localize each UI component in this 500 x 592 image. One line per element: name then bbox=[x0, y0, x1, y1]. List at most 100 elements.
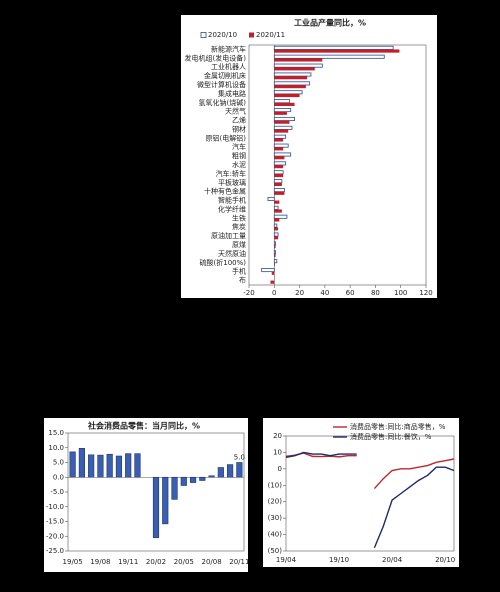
bar bbox=[274, 236, 279, 240]
category-label: 天然气 bbox=[225, 107, 246, 116]
category-label: 布 bbox=[239, 276, 246, 285]
bar bbox=[274, 209, 282, 213]
bar bbox=[274, 49, 400, 53]
y-tick-label: -10.0 bbox=[46, 503, 64, 511]
bar bbox=[273, 81, 311, 86]
bar bbox=[115, 455, 123, 478]
bar bbox=[274, 191, 285, 195]
bar bbox=[274, 76, 308, 80]
bar bbox=[274, 200, 280, 204]
category-label: 集成电路 bbox=[218, 89, 246, 98]
bar bbox=[97, 454, 104, 478]
bar bbox=[273, 188, 285, 193]
bar bbox=[236, 462, 243, 478]
x-tick-label: 19/04 bbox=[276, 556, 297, 564]
bar bbox=[273, 90, 303, 95]
chart: 工业品产量同比，% -20 0 20 40 60 80 100 120 新能源汽车发电机组(发电设… bbox=[181, 15, 437, 298]
y-tick-label: 10 bbox=[273, 448, 282, 456]
bar bbox=[273, 125, 293, 130]
chart: 20 10 0 (10) (20) (30) (40) (50)19/04 19/10 20/04… bbox=[263, 418, 459, 567]
line bbox=[285, 452, 455, 490]
x-tick-label: 20/11 bbox=[229, 558, 248, 566]
bar bbox=[274, 173, 284, 178]
bar bbox=[273, 134, 287, 139]
x-tick-label: 20/10 bbox=[435, 556, 455, 564]
bar bbox=[273, 259, 278, 264]
category-label: 手机 bbox=[232, 267, 246, 276]
category-label: 发电机组(发电设备) bbox=[185, 53, 247, 62]
plot-frame bbox=[248, 44, 427, 286]
y-tick-label: -25.0 bbox=[46, 547, 64, 555]
bar bbox=[274, 138, 284, 142]
bar bbox=[274, 147, 284, 151]
bar bbox=[273, 205, 279, 210]
x-tick-label: 20/02 bbox=[146, 558, 166, 566]
y-tick-label: 20 bbox=[273, 432, 282, 440]
line bbox=[285, 451, 455, 548]
bar bbox=[274, 85, 306, 89]
bar bbox=[273, 45, 394, 50]
chart-title: 社会消费品零售：当月同比，% bbox=[87, 421, 200, 431]
bar bbox=[227, 464, 234, 478]
bar bbox=[78, 448, 85, 478]
bar bbox=[152, 476, 160, 539]
bar bbox=[273, 99, 290, 104]
category-label: 粗钢 bbox=[232, 151, 246, 160]
bar bbox=[217, 467, 224, 478]
category-label: 钢材 bbox=[232, 124, 246, 133]
x-tick-label: 60 bbox=[346, 289, 355, 297]
bar bbox=[274, 165, 284, 169]
y-tick-label: 15.0 bbox=[48, 429, 64, 437]
bar bbox=[273, 152, 292, 157]
bar bbox=[88, 454, 95, 478]
bar bbox=[270, 280, 275, 284]
category-label: 生铁 bbox=[232, 213, 246, 222]
category-label: 平板玻璃 bbox=[218, 178, 246, 187]
x-tick-label: 19/11 bbox=[118, 558, 138, 566]
bar bbox=[273, 241, 276, 246]
legend-label: 2020/11 bbox=[256, 31, 285, 39]
bar bbox=[125, 453, 132, 478]
bar bbox=[274, 129, 289, 133]
bar bbox=[273, 72, 312, 77]
bar bbox=[273, 170, 284, 175]
x-tick-label: 120 bbox=[419, 289, 432, 297]
bar bbox=[261, 268, 275, 273]
category-label: 水泥 bbox=[232, 160, 246, 169]
bar bbox=[274, 111, 287, 115]
bar bbox=[273, 232, 279, 237]
category-label: 十种有色金属 bbox=[204, 187, 246, 196]
x-tick-label: 40 bbox=[320, 289, 329, 297]
bar bbox=[273, 63, 323, 68]
bar bbox=[273, 223, 278, 228]
bar bbox=[274, 156, 285, 160]
category-label: 原铝(电解铝) bbox=[206, 133, 247, 142]
plot-frame bbox=[285, 435, 455, 552]
category-label: 焦炭 bbox=[232, 222, 246, 231]
y-tick-label: -15.0 bbox=[46, 518, 64, 526]
x-tick-label: 19/10 bbox=[329, 556, 349, 564]
bar bbox=[274, 93, 300, 98]
chart: 社会消费品零售：当月同比，% 15.0 10.0 5.0 0.0 -5.0 -10.0 -15… bbox=[44, 418, 248, 572]
legend-label: 消费品零售:同比:餐饮，% bbox=[350, 432, 432, 441]
bar bbox=[162, 476, 169, 525]
bar bbox=[271, 271, 275, 275]
legend-label: 2020/10 bbox=[208, 31, 237, 39]
bar bbox=[274, 120, 290, 124]
category-label: 微型计算机设备 bbox=[197, 80, 246, 89]
y-tick-label: -5.0 bbox=[50, 488, 64, 496]
bar bbox=[273, 179, 283, 184]
bar bbox=[273, 116, 295, 121]
x-tick-label: 20/08 bbox=[201, 558, 221, 566]
category-label: 金属切削机床 bbox=[204, 71, 246, 80]
x-tick-label: 80 bbox=[371, 289, 380, 297]
bar bbox=[274, 182, 282, 186]
legend-swatch bbox=[200, 32, 207, 38]
category-label: 新能源汽车 bbox=[211, 44, 246, 53]
bar bbox=[273, 214, 288, 219]
bar bbox=[274, 262, 275, 266]
category-label: 乙烯 bbox=[232, 116, 246, 125]
x-tick-label: -20 bbox=[243, 289, 254, 297]
y-tick-label: 0 bbox=[278, 465, 282, 473]
y-tick-label: (30) bbox=[268, 514, 283, 522]
